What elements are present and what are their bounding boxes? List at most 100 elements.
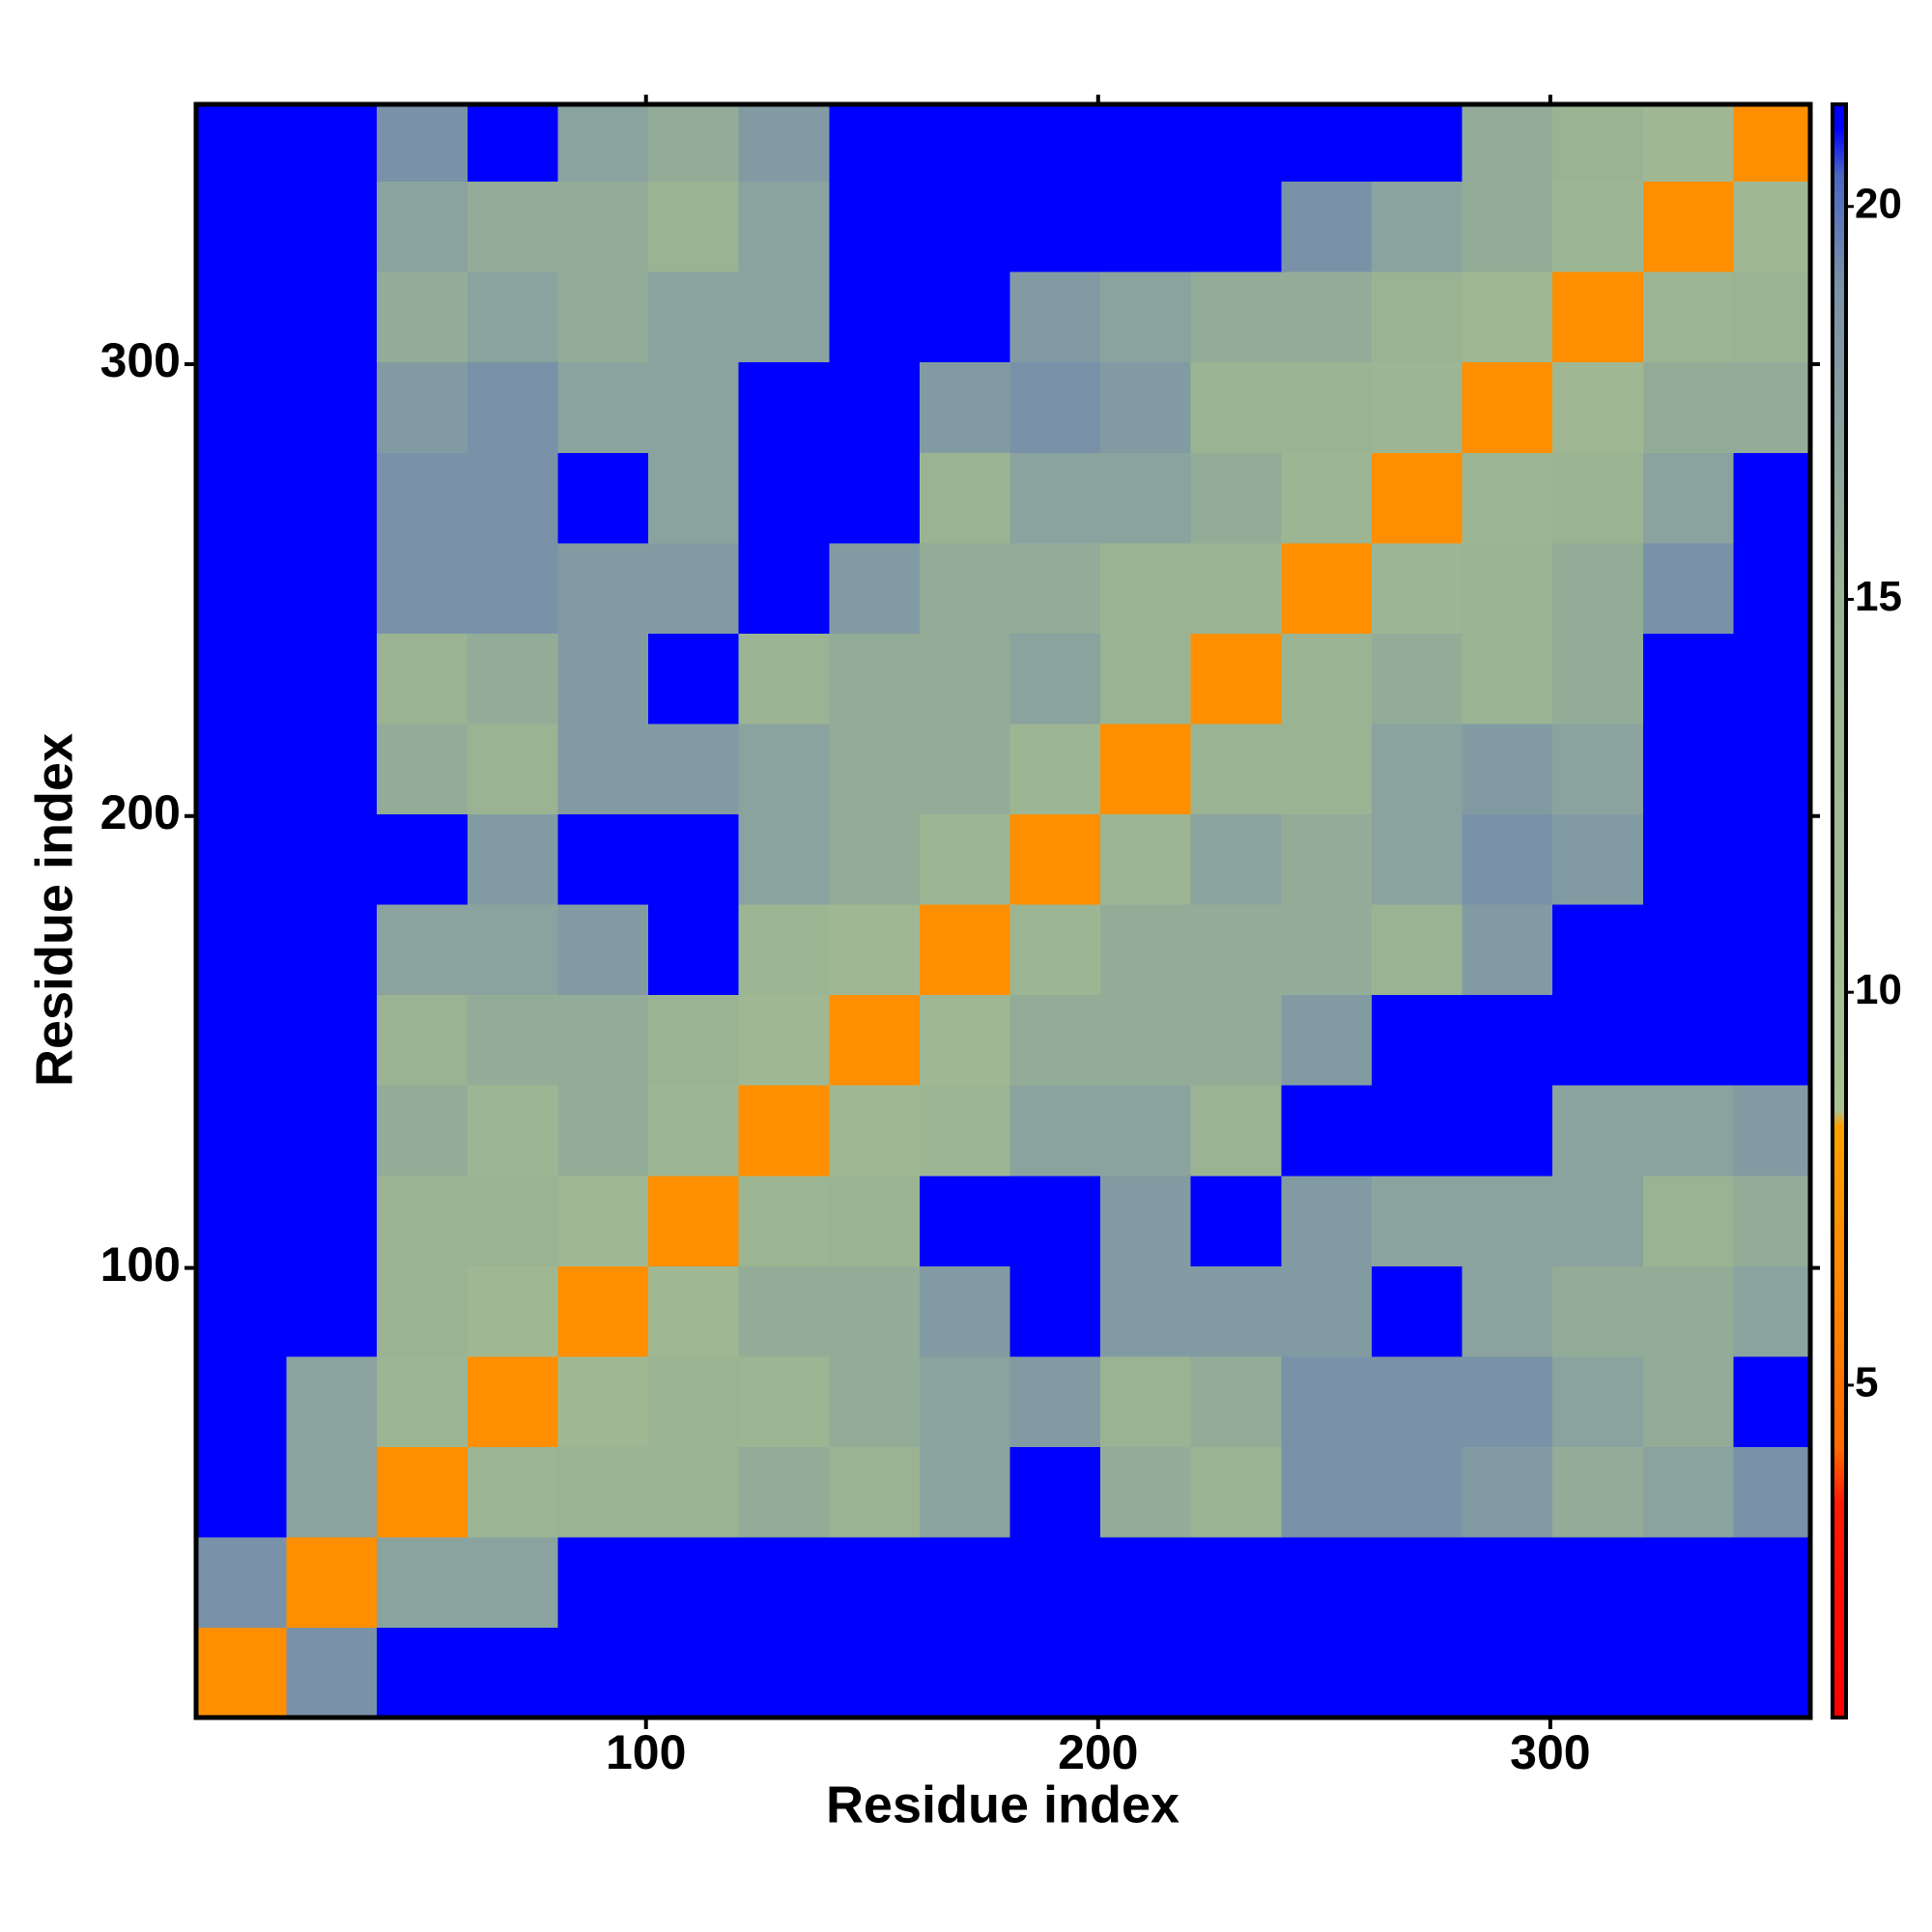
heatmap-cell (1281, 542, 1373, 634)
heatmap-cell (286, 813, 378, 905)
heatmap-cell (648, 452, 740, 544)
heatmap-cell (196, 1627, 288, 1719)
heatmap-cell (1733, 1085, 1811, 1177)
heatmap-cell (1552, 1085, 1644, 1177)
heatmap-cell (467, 1265, 559, 1357)
heatmap-cell (1281, 181, 1373, 272)
heatmap-cell (377, 813, 469, 905)
y-axis-title: Residue index (25, 733, 83, 1087)
heatmap-cell (1371, 452, 1463, 544)
heatmap-cell (738, 994, 830, 1086)
heatmap-cell (1733, 633, 1811, 724)
heatmap-cell (196, 542, 288, 634)
heatmap-cell (1462, 104, 1553, 183)
heatmap-cell (286, 542, 378, 634)
heatmap-cell (829, 1355, 921, 1447)
heatmap-cell (648, 994, 740, 1086)
heatmap-cell (196, 1265, 288, 1357)
x-tick-label: 300 (1510, 1725, 1590, 1779)
heatmap-cell (377, 1265, 469, 1357)
heatmap-cell (919, 1355, 1011, 1447)
heatmap-cell (829, 1446, 921, 1538)
heatmap-cell (1552, 271, 1644, 363)
heatmap-cell (829, 994, 921, 1086)
heatmap-cell (1371, 1446, 1463, 1538)
heatmap-cell (1100, 452, 1192, 544)
heatmap-cell (196, 813, 288, 905)
heatmap-cell (286, 633, 378, 724)
heatmap-cell (1642, 1085, 1735, 1177)
x-tick-label: 100 (606, 1725, 686, 1779)
heatmap-cell (1462, 542, 1553, 634)
heatmap-cell (196, 1175, 288, 1266)
heatmap-cell (467, 633, 559, 724)
heatmap-cell (738, 1175, 830, 1266)
heatmap-cell (919, 1175, 1011, 1266)
heatmap-cell (1100, 181, 1192, 272)
heatmap-cell (1190, 1536, 1282, 1629)
heatmap-cell (648, 633, 740, 724)
heatmap-cell (1462, 1175, 1553, 1266)
heatmap-cell (648, 271, 740, 363)
heatmap-cell (377, 542, 469, 634)
heatmap-cell (1552, 1627, 1644, 1719)
heatmap-cell (648, 1175, 740, 1266)
heatmap-cell (1281, 1085, 1373, 1177)
heatmap-cell (196, 271, 288, 363)
heatmap-cell (1100, 1175, 1192, 1266)
heatmap-cell (1190, 813, 1282, 905)
heatmap-cell (1371, 1355, 1463, 1447)
heatmap-cell (557, 542, 649, 634)
heatmap-cell (738, 1627, 830, 1719)
heatmap-cell (1462, 1446, 1553, 1538)
heatmap-cell (1371, 903, 1463, 996)
heatmap-cell (919, 181, 1011, 272)
heatmap-cell (1281, 271, 1373, 363)
heatmap-cell (1371, 361, 1463, 453)
heatmap-cell (648, 542, 740, 634)
heatmap-cell (1642, 1446, 1735, 1538)
heatmap-cell (286, 1355, 378, 1447)
heatmap-cell (738, 361, 830, 453)
heatmap-cell (1462, 813, 1553, 905)
heatmap-cell (829, 903, 921, 996)
heatmap-cell (919, 542, 1011, 634)
heatmap-cell (1100, 361, 1192, 453)
colorbar-tick-label: 20 (1855, 180, 1902, 227)
heatmap-cell (1371, 271, 1463, 363)
heatmap-cell (1281, 1265, 1373, 1357)
heatmap-cell (1281, 104, 1373, 183)
heatmap-cell (1462, 994, 1553, 1086)
heatmap-cell (1642, 723, 1735, 815)
heatmap-cell (1371, 1265, 1463, 1357)
heatmap-cell (1371, 994, 1463, 1086)
heatmap-cell (829, 813, 921, 905)
heatmap-cell (1281, 361, 1373, 453)
heatmap-cell (919, 903, 1011, 996)
heatmap-cell (1642, 903, 1735, 996)
heatmap-cell (1190, 271, 1282, 363)
heatmap-cell (1281, 813, 1373, 905)
heatmap-cell (1552, 723, 1644, 815)
heatmap-cell (1009, 1446, 1101, 1538)
heatmap-cell (196, 1355, 288, 1447)
heatmap-cell (1281, 452, 1373, 544)
heatmap-cell (1190, 542, 1282, 634)
heatmap-cell (1552, 542, 1644, 634)
heatmap-cell (557, 452, 649, 544)
heatmap-cell (1190, 1085, 1282, 1177)
plot-frame (193, 101, 1813, 1720)
heatmap-cell (1642, 633, 1735, 724)
heatmap-cell (829, 361, 921, 453)
heatmap-cell (1371, 813, 1463, 905)
heatmap-cell (919, 1627, 1011, 1719)
heatmap-cell (1642, 452, 1735, 544)
heatmap-cell (738, 1446, 830, 1538)
heatmap-cell (1462, 1536, 1553, 1629)
heatmap-cell (1100, 1627, 1192, 1719)
heatmap-cell (829, 181, 921, 272)
heatmap-cell (1552, 104, 1644, 183)
heatmap-cell (919, 994, 1011, 1086)
heatmap-cell (1009, 1536, 1101, 1629)
heatmap-cell (919, 1446, 1011, 1538)
